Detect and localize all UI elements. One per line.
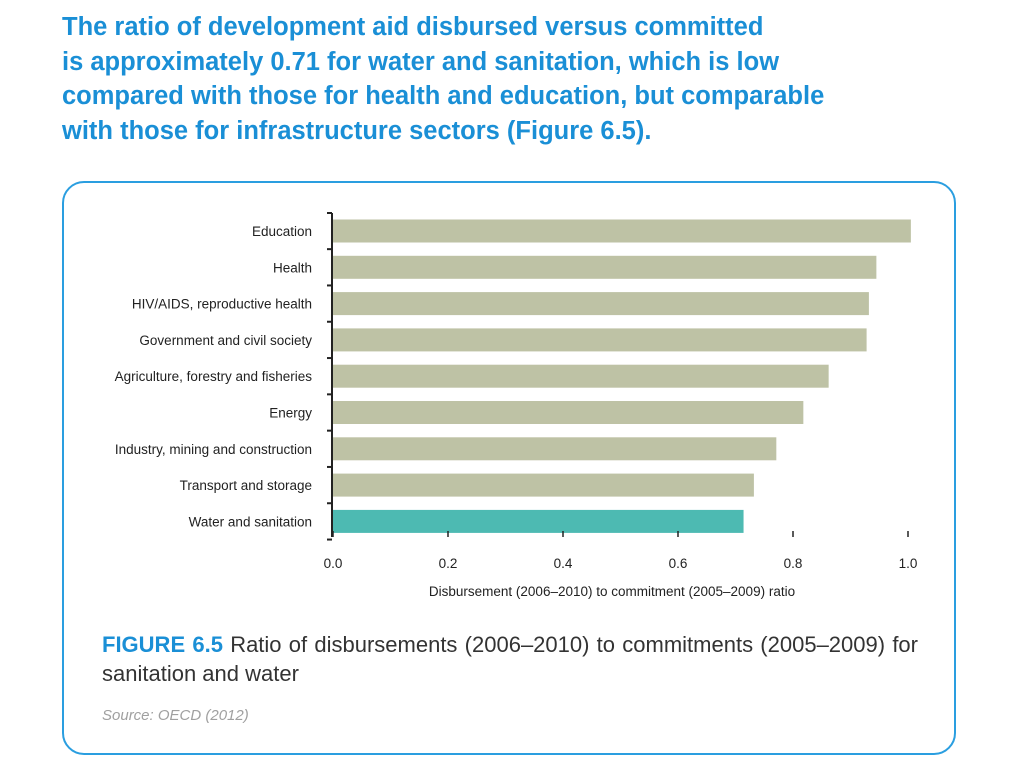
bar xyxy=(333,437,777,461)
category-label: Government and civil society xyxy=(139,333,312,348)
bar xyxy=(333,328,867,352)
x-tick-label: 0.4 xyxy=(554,556,573,571)
x-tick-label: 0.0 xyxy=(324,556,343,571)
category-label: HIV/AIDS, reproductive health xyxy=(132,297,312,312)
x-tick-label: 0.8 xyxy=(784,556,803,571)
category-label: Agriculture, forestry and fisheries xyxy=(115,369,313,384)
category-label: Education xyxy=(252,224,312,239)
bar xyxy=(333,255,877,279)
headline: The ratio of development aid disbursed v… xyxy=(62,10,962,148)
headline-line: The ratio of development aid disbursed v… xyxy=(62,13,764,41)
x-tick-label: 0.6 xyxy=(669,556,688,571)
category-label: Industry, mining and construction xyxy=(115,442,312,457)
category-label: Water and sanitation xyxy=(189,514,312,529)
x-tick-label: 0.2 xyxy=(439,556,458,571)
bar xyxy=(333,473,754,497)
headline-line: with those for infrastructure sectors (F… xyxy=(62,116,652,145)
bar xyxy=(333,219,911,243)
bar-chart: Education Health HIV/AIDS, reproductive he… xyxy=(115,212,918,599)
figure-label: FIGURE 6.5 xyxy=(102,632,223,657)
bar xyxy=(333,401,804,424)
x-axis-title: Disbursement (2006–2010) to commitment (… xyxy=(429,584,795,599)
figure-caption-text: Ratio of disbursements (2006–2010) to co… xyxy=(102,632,918,686)
headline-line: is approximately 0.71 for water and sani… xyxy=(62,47,780,76)
bar xyxy=(333,364,829,388)
category-label: Health xyxy=(273,260,312,275)
headline-line: compared with those for health and educa… xyxy=(62,82,825,110)
figure-caption: FIGURE 6.5 Ratio of disbursements (2006–… xyxy=(102,630,918,688)
figure-source: Source: OECD (2012) xyxy=(102,707,249,724)
category-label: Transport and storage xyxy=(180,478,312,493)
bar xyxy=(333,509,744,533)
category-label: Energy xyxy=(269,406,312,421)
bar xyxy=(333,292,869,316)
x-tick-label: 1.0 xyxy=(899,556,918,571)
